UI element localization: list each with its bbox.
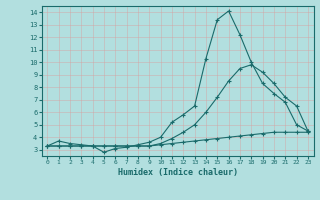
X-axis label: Humidex (Indice chaleur): Humidex (Indice chaleur) [118,168,237,177]
